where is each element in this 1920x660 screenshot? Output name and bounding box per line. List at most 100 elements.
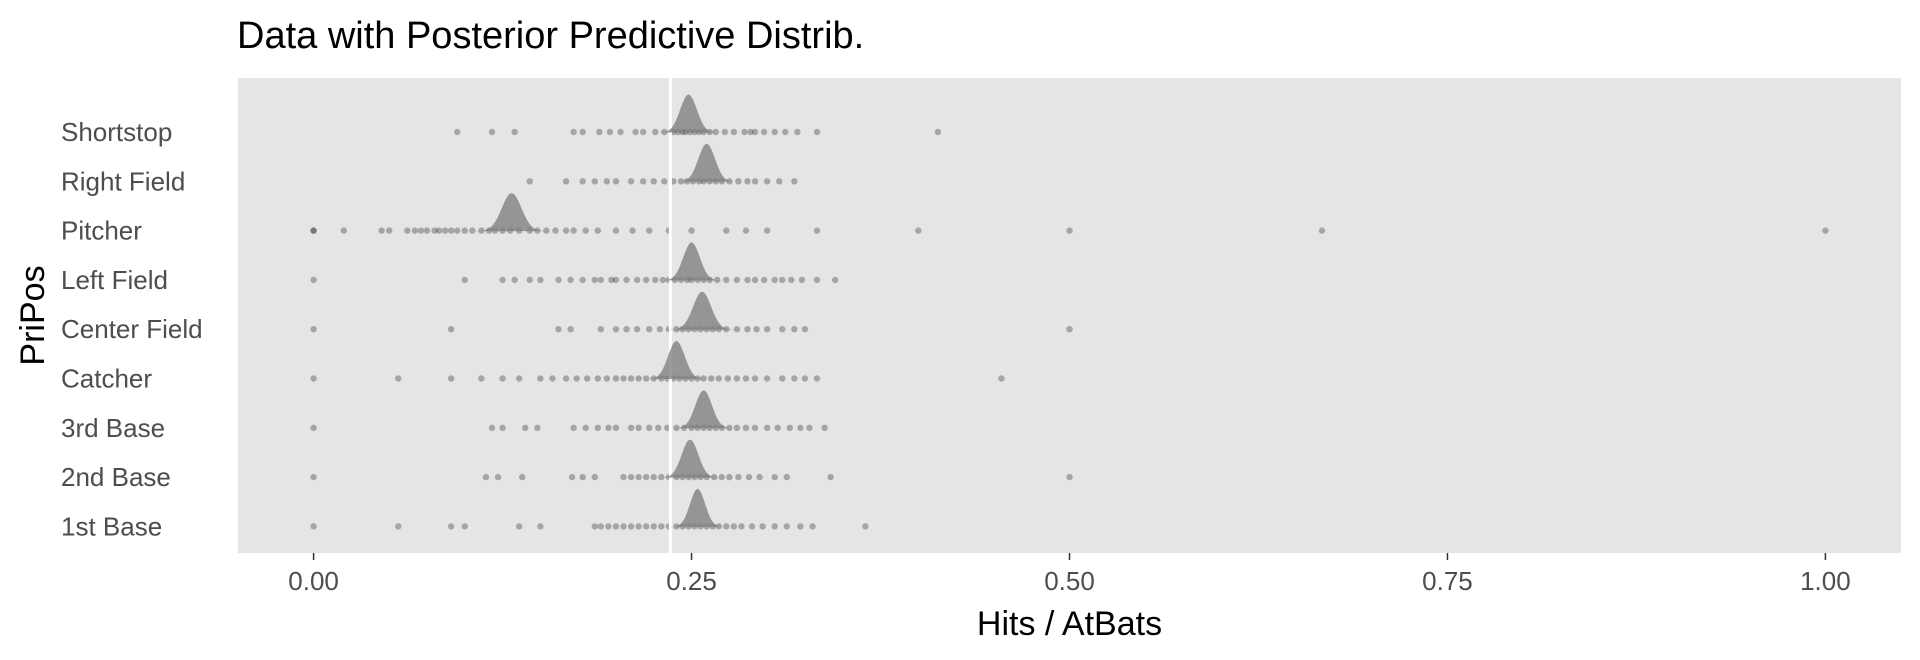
data-point-center-field-7 bbox=[633, 326, 641, 333]
data-point-pitcher-8 bbox=[423, 227, 431, 234]
data-point-1st-base-11 bbox=[627, 523, 635, 530]
data-point-right-field-22 bbox=[751, 178, 759, 185]
data-point-3rd-base-27 bbox=[763, 424, 771, 431]
data-point-2nd-base-1 bbox=[482, 473, 490, 481]
data-point-catcher-36 bbox=[801, 375, 809, 382]
data-point-3rd-base-7 bbox=[594, 424, 602, 431]
x-tick-label-3: 0.75 bbox=[1422, 566, 1473, 596]
posterior-density-shortstop bbox=[655, 94, 722, 133]
data-point-right-field-7 bbox=[639, 178, 647, 185]
data-point-2nd-base-28 bbox=[827, 473, 834, 481]
data-point-1st-base-0 bbox=[310, 523, 317, 530]
data-point-shortstop-21 bbox=[712, 128, 719, 136]
data-point-2nd-base-2 bbox=[494, 473, 502, 481]
data-point-shortstop-22 bbox=[721, 128, 729, 136]
data-point-center-field-0 bbox=[310, 326, 317, 333]
data-point-1st-base-5 bbox=[537, 523, 544, 530]
data-point-shortstop-29 bbox=[782, 128, 789, 136]
plot-panel bbox=[238, 78, 1901, 553]
data-point-pitcher-0 bbox=[310, 227, 317, 234]
data-point-3rd-base-0 bbox=[310, 424, 317, 431]
data-point-2nd-base-21 bbox=[718, 473, 725, 481]
data-point-1st-base-1 bbox=[395, 523, 402, 530]
data-point-1st-base-34 bbox=[862, 523, 869, 530]
data-point-shortstop-10 bbox=[652, 128, 659, 136]
data-point-pitcher-16 bbox=[478, 227, 485, 234]
data-point-shortstop-30 bbox=[794, 128, 801, 136]
data-point-right-field-23 bbox=[763, 178, 771, 185]
data-point-catcher-5 bbox=[516, 375, 523, 382]
data-point-left-field-3 bbox=[511, 276, 518, 284]
data-point-2nd-base-24 bbox=[745, 473, 753, 481]
data-point-catcher-27 bbox=[708, 375, 715, 382]
data-point-shortstop-4 bbox=[579, 128, 586, 136]
data-point-3rd-base-9 bbox=[612, 424, 620, 431]
data-point-right-field-5 bbox=[612, 178, 620, 185]
data-point-1st-base-33 bbox=[809, 523, 816, 530]
y-axis-title: PriPos bbox=[14, 265, 52, 365]
data-point-pitcher-5 bbox=[404, 227, 411, 234]
data-point-center-field-8 bbox=[646, 326, 653, 333]
data-point-3rd-base-13 bbox=[655, 424, 662, 431]
data-point-3rd-base-11 bbox=[635, 424, 642, 431]
data-point-pitcher-31 bbox=[629, 227, 636, 234]
data-point-left-field-8 bbox=[579, 276, 586, 284]
data-point-1st-base-10 bbox=[620, 523, 627, 530]
data-point-left-field-32 bbox=[771, 276, 778, 284]
data-point-catcher-33 bbox=[763, 375, 771, 382]
data-point-left-field-9 bbox=[591, 276, 598, 284]
data-point-center-field-3 bbox=[567, 326, 574, 333]
data-point-left-field-13 bbox=[623, 276, 630, 284]
data-point-left-field-34 bbox=[788, 276, 795, 284]
data-point-pitcher-34 bbox=[688, 227, 695, 234]
data-point-3rd-base-1 bbox=[488, 424, 496, 431]
data-point-3rd-base-5 bbox=[570, 424, 577, 431]
data-point-3rd-base-8 bbox=[605, 424, 612, 431]
data-point-3rd-base-6 bbox=[582, 424, 589, 431]
data-point-left-field-16 bbox=[652, 276, 659, 284]
data-point-left-field-4 bbox=[526, 276, 533, 284]
data-point-center-field-2 bbox=[555, 326, 562, 333]
data-point-left-field-36 bbox=[813, 276, 821, 284]
data-point-pitcher-32 bbox=[646, 227, 653, 234]
data-point-left-field-14 bbox=[633, 276, 641, 284]
data-point-1st-base-32 bbox=[797, 523, 804, 530]
data-point-3rd-base-4 bbox=[534, 424, 541, 431]
data-point-2nd-base-5 bbox=[579, 473, 586, 481]
data-point-3rd-base-30 bbox=[797, 424, 804, 431]
data-point-pitcher-15 bbox=[469, 227, 476, 234]
data-point-pitcher-39 bbox=[915, 227, 922, 234]
data-point-pitcher-38 bbox=[813, 227, 821, 234]
data-point-left-field-29 bbox=[744, 276, 751, 284]
data-point-pitcher-3 bbox=[378, 227, 385, 234]
data-point-pitcher-40 bbox=[1066, 227, 1073, 234]
data-point-right-field-2 bbox=[579, 178, 586, 185]
data-point-2nd-base-26 bbox=[771, 473, 778, 481]
data-point-2nd-base-10 bbox=[642, 473, 650, 481]
data-point-1st-base-13 bbox=[642, 523, 650, 530]
data-point-right-field-3 bbox=[591, 178, 598, 185]
x-axis-title: Hits / AtBats bbox=[977, 605, 1162, 643]
data-point-right-field-6 bbox=[627, 178, 635, 185]
data-point-shortstop-26 bbox=[751, 128, 759, 136]
data-point-3rd-base-10 bbox=[627, 424, 635, 431]
data-point-right-field-0 bbox=[526, 178, 533, 185]
data-point-pitcher-26 bbox=[562, 227, 570, 234]
data-point-pitcher-30 bbox=[612, 227, 620, 234]
data-point-1st-base-26 bbox=[730, 523, 738, 530]
data-point-2nd-base-22 bbox=[726, 473, 733, 481]
category-label-center-field: Center Field bbox=[61, 314, 203, 344]
data-point-2nd-base-6 bbox=[591, 473, 598, 481]
data-point-left-field-1 bbox=[461, 276, 468, 284]
posterior-density-right-field bbox=[673, 143, 740, 182]
data-point-2nd-base-8 bbox=[627, 473, 635, 481]
data-point-pitcher-13 bbox=[454, 227, 461, 234]
data-point-catcher-35 bbox=[791, 375, 798, 382]
data-point-catcher-17 bbox=[642, 375, 650, 382]
data-point-3rd-base-3 bbox=[522, 424, 529, 431]
data-point-pitcher-4 bbox=[385, 227, 393, 234]
category-label-2nd-base: 2nd Base bbox=[61, 462, 171, 492]
data-point-left-field-31 bbox=[760, 276, 768, 284]
data-point-pitcher-35 bbox=[723, 227, 730, 234]
